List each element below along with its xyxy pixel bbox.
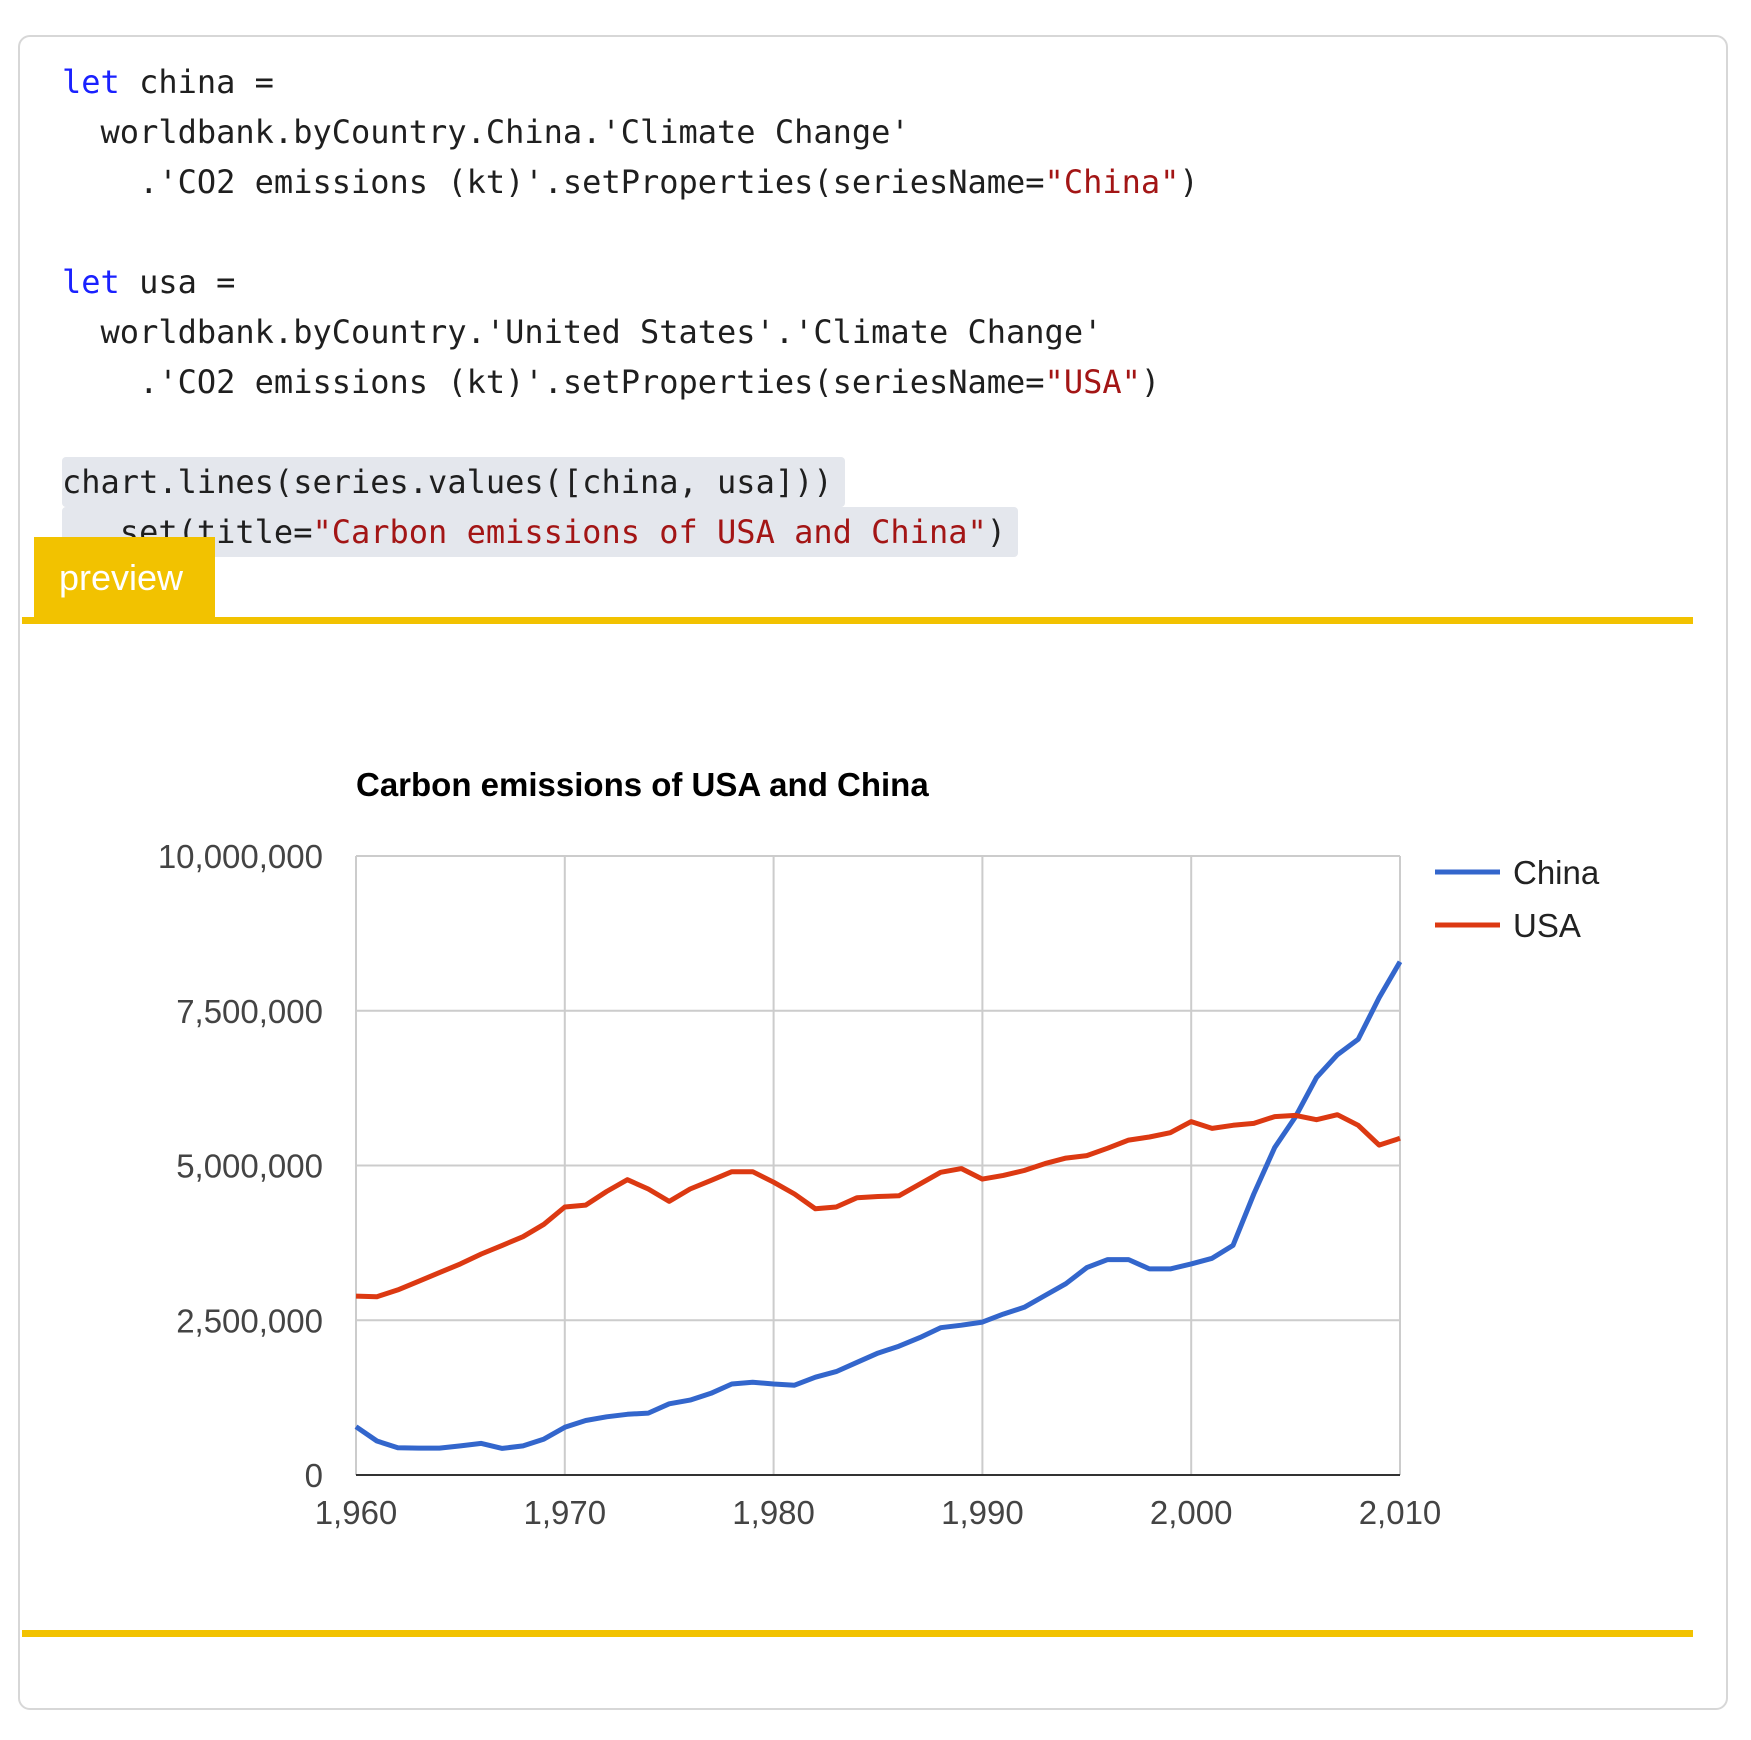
code-string: "China": [1044, 163, 1180, 201]
series-line-china: [354, 960, 1403, 1451]
code-line: .set(title="Carbon emissions of USA and …: [62, 507, 1199, 557]
y-tick-label: 7,500,000: [176, 993, 323, 1030]
code-text: ): [1140, 363, 1161, 401]
legend-label-china: China: [1513, 854, 1600, 891]
code-text: .'CO2 emissions (kt)'.setProperties(seri…: [62, 363, 1045, 401]
x-tick-label: 1,980: [732, 1494, 815, 1531]
code-keyword: let: [62, 63, 120, 101]
code-line: worldbank.byCountry.China.'Climate Chang…: [62, 107, 1199, 157]
code-text: ): [986, 513, 1007, 551]
y-tick-label: 5,000,000: [176, 1148, 323, 1185]
tab-preview[interactable]: preview: [34, 537, 215, 619]
y-tick-label: 10,000,000: [158, 838, 323, 875]
code-text: ): [1179, 163, 1199, 201]
x-tick-label: 2,000: [1150, 1494, 1233, 1531]
code-text: worldbank.byCountry.China.'Climate Chang…: [62, 113, 910, 151]
x-tick-label: 2,010: [1359, 1494, 1442, 1531]
chart-title: Carbon emissions of USA and China: [356, 766, 929, 803]
selected-code: chart.lines(series.values([china, usa])): [62, 457, 845, 507]
code-keyword: let: [62, 263, 120, 301]
code-string: "Carbon emissions of USA and China": [312, 513, 987, 551]
preview-divider-top: [22, 617, 1693, 624]
code-line: let usa =: [62, 257, 1199, 307]
preview-divider-bottom: [22, 1630, 1693, 1637]
legend-label-usa: USA: [1513, 907, 1581, 944]
code-string: "USA": [1044, 363, 1141, 401]
code-line: worldbank.byCountry.'United States'.'Cli…: [62, 307, 1199, 357]
code-text: chart.lines(series.values([china, usa])): [62, 463, 833, 501]
y-tick-label: 0: [305, 1457, 323, 1494]
code-text: usa =: [119, 263, 236, 301]
series-line-usa: [355, 1112, 1401, 1300]
selected-code: .set(title="Carbon emissions of USA and …: [62, 507, 1019, 557]
code-text: .'CO2 emissions (kt)'.setProperties(seri…: [62, 163, 1045, 201]
code-text: worldbank.byCountry.'United States'.'Cli…: [62, 313, 1103, 351]
code-line: chart.lines(series.values([china, usa])): [62, 457, 1199, 507]
code-line: .'CO2 emissions (kt)'.setProperties(seri…: [62, 157, 1199, 207]
x-tick-label: 1,990: [941, 1494, 1024, 1531]
x-tick-label: 1,960: [315, 1494, 398, 1531]
code-line: let china =: [62, 57, 1199, 107]
tab-preview-label: preview: [59, 557, 184, 598]
y-tick-label: 2,500,000: [176, 1302, 323, 1339]
x-tick-label: 1,970: [524, 1494, 607, 1531]
code-editor[interactable]: let china = worldbank.byCountry.China.'C…: [62, 57, 1199, 557]
code-line: .'CO2 emissions (kt)'.setProperties(seri…: [62, 357, 1199, 407]
code-text: china =: [119, 63, 274, 101]
